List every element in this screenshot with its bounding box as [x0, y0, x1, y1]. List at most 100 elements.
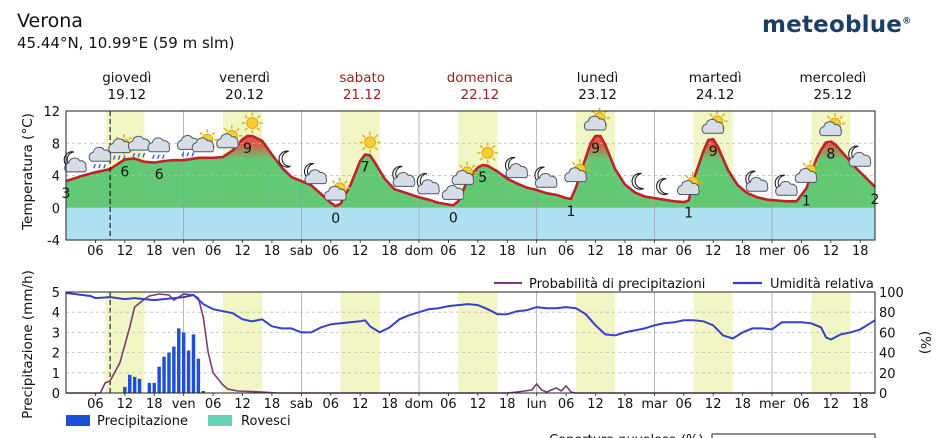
day-date: 21.12: [343, 87, 382, 103]
temp-extreme-label: 1: [567, 204, 576, 220]
cloud-shape: [147, 137, 171, 153]
daylight-band: [222, 292, 263, 393]
rain-xtick-label: 12: [587, 397, 604, 412]
precip-bar: [128, 374, 132, 393]
rain-drop: [142, 152, 146, 158]
sun-cloud-icon: [701, 110, 728, 134]
brand-name: meteoblue: [762, 12, 903, 38]
sun-ray: [128, 136, 132, 141]
moon-cloud-icon: [63, 151, 87, 173]
rain-xtick-label: 12: [117, 397, 134, 412]
daylight-band: [458, 292, 498, 393]
rain-xtick-label: 12: [234, 397, 251, 412]
rain-xtick-label: sab: [290, 397, 313, 412]
temp-xtick-label: 12: [705, 244, 722, 259]
day-date: 25.12: [814, 87, 853, 103]
moon-cloud-icon: [534, 166, 558, 188]
sun-ray: [256, 127, 261, 131]
sun-ray: [374, 134, 378, 138]
cloud-shape: [775, 180, 798, 196]
moon-crescent: [631, 172, 644, 190]
sun-ray: [479, 144, 484, 149]
precip-bar: [201, 390, 206, 393]
precip-bar: [123, 386, 127, 393]
legend-precip-label: Precipitazione: [97, 414, 188, 429]
legend-probability-label: Probabilità di precipitazioni: [529, 277, 705, 292]
rain-drop: [98, 163, 101, 169]
moon-cloud-icon: [303, 162, 327, 185]
percent-axis-label: (%): [917, 331, 933, 354]
rain-xtick-label: 06: [440, 397, 457, 412]
day-name: lunedì: [577, 70, 619, 86]
rain-drop: [181, 152, 185, 157]
sun-ray: [344, 180, 348, 184]
temp-xtick-label: 12: [117, 244, 134, 259]
temp-extreme-label: 8: [826, 147, 835, 163]
sun-ray: [684, 174, 689, 179]
sun-ray: [571, 161, 576, 166]
sun-ray: [459, 164, 463, 169]
temp-xtick-label: 06: [205, 244, 222, 259]
moon-icon: [631, 172, 644, 190]
percent-tick-label: 20: [879, 367, 896, 382]
sun-ray: [223, 127, 228, 132]
brand-logo[interactable]: meteoblue®: [762, 12, 911, 38]
cloud-shape: [441, 185, 465, 200]
sun-cloud-icon: [819, 113, 846, 137]
legend-showers-swatch: [208, 415, 232, 426]
cloud-shape: [392, 172, 416, 187]
sun-ray: [492, 144, 496, 149]
sun-ray: [584, 161, 588, 166]
temp-xtick-label: 18: [264, 244, 281, 259]
day-name: mercoledì: [799, 70, 866, 86]
rain-tick-label: 1: [52, 367, 60, 382]
below-zero-zone: [66, 207, 875, 240]
rain-drop: [112, 155, 116, 160]
temp-xtick-label: mar: [641, 244, 668, 259]
percent-tick-label: 60: [879, 326, 896, 341]
day-name: sabato: [339, 70, 385, 86]
rain-xtick-label: 12: [705, 397, 722, 412]
cloud-rain-icon: [147, 137, 171, 160]
moon-cloud-icon: [745, 170, 769, 192]
rain-drop: [103, 163, 106, 169]
precip-bar: [147, 382, 152, 393]
temp-xtick-label: 06: [87, 244, 104, 259]
daylight-band: [811, 292, 851, 393]
cloud-shape: [701, 118, 725, 134]
temp-tick-label: 12: [43, 105, 60, 120]
day-date: 24.12: [696, 87, 735, 103]
cloud-shape: [324, 185, 347, 201]
rain-xtick-label: 12: [823, 397, 840, 412]
day-date: 23.12: [578, 87, 617, 103]
sun-ray: [361, 134, 366, 138]
precip-bar: [181, 332, 186, 393]
sun-cloud-icon: [677, 171, 704, 195]
temp-axis-label: Temperatura (°C): [20, 113, 36, 231]
rain-drop: [132, 152, 136, 158]
cloud-cover-frame-partial: [711, 433, 876, 438]
daylight-band: [340, 292, 380, 393]
sun-ray: [199, 131, 203, 136]
rain-xtick-label: dom: [405, 397, 434, 412]
temp-xtick-label: 06: [558, 244, 575, 259]
rain-xtick-label: 18: [852, 397, 869, 412]
sun-ray: [479, 157, 484, 161]
sun-ray: [211, 131, 216, 136]
legend-precip-swatch: [66, 415, 90, 426]
day-name: giovedì: [102, 70, 151, 86]
cloud-rain-icon: [88, 146, 112, 169]
moon-cloud-icon: [416, 173, 440, 195]
moon-cloud-icon: [774, 174, 798, 196]
cloud-icon: [441, 185, 465, 200]
cloud-shape: [819, 121, 842, 137]
day-name: martedì: [689, 70, 742, 86]
moon-icon: [656, 178, 669, 196]
day-date: 20.12: [225, 87, 264, 103]
precip-bar: [137, 378, 142, 393]
temp-extreme-label: 1: [802, 193, 811, 209]
temp-extreme-label: 7: [361, 160, 370, 176]
temp-xtick-label: 18: [146, 244, 163, 259]
rain-xtick-label: 18: [381, 397, 398, 412]
